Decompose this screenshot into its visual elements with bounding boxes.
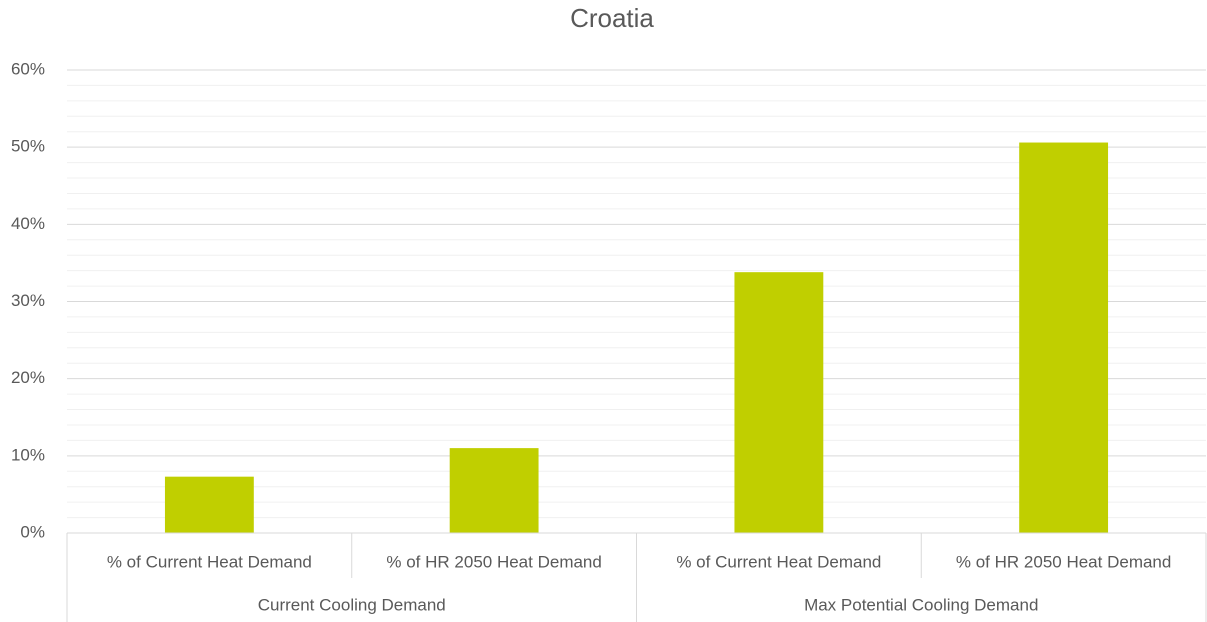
bar [164,476,254,533]
y-tick-label: 0% [20,522,45,541]
y-tick-label: 30% [11,291,45,310]
x-tick-label: % of Current Heat Demand [676,552,881,571]
y-tick-label: 20% [11,368,45,387]
y-tick-label: 50% [11,137,45,156]
x-tick-label: % of HR 2050 Heat Demand [956,552,1171,571]
y-tick-label: 60% [11,59,45,78]
group-label: Current Cooling Demand [258,595,446,614]
x-tick-label: % of Current Heat Demand [107,552,312,571]
bar [1019,142,1109,533]
y-tick-label: 10% [11,445,45,464]
bar [734,272,824,533]
x-tick-label: % of HR 2050 Heat Demand [386,552,601,571]
bar [449,448,539,533]
y-tick-label: 40% [11,214,45,233]
chart-title: Croatia [570,3,654,33]
group-label: Max Potential Cooling Demand [804,595,1038,614]
